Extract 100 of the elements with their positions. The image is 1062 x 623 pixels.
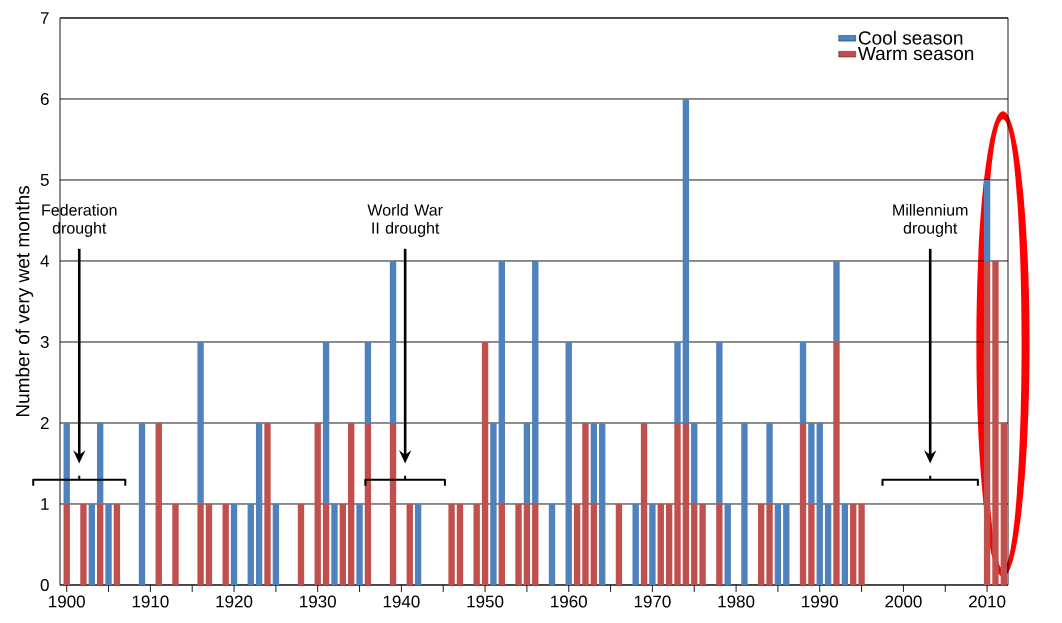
bar: [774, 503, 782, 585]
bar: [983, 179, 991, 261]
bar: [766, 422, 773, 504]
bar: [850, 503, 857, 585]
bar: [640, 422, 648, 585]
bar: [657, 503, 664, 585]
bar: [339, 503, 346, 585]
x-tick-label: 2010: [969, 595, 1006, 608]
bar: [573, 503, 581, 585]
bar: [88, 503, 95, 585]
bar: [172, 503, 179, 585]
bar: [824, 503, 832, 585]
bar: [523, 422, 531, 504]
x-tick-label: 1970: [634, 595, 671, 608]
bar: [983, 260, 991, 585]
bar: [247, 503, 254, 585]
bar: [691, 422, 698, 504]
bar: [113, 503, 121, 585]
bar: [322, 341, 330, 504]
bar: [833, 341, 840, 585]
bar: [548, 503, 556, 585]
bar: [632, 503, 639, 585]
bar: [473, 503, 480, 585]
bar: [1000, 422, 1008, 585]
bar: [96, 503, 104, 585]
bar: [691, 503, 698, 585]
bar: [222, 503, 229, 585]
bar: [582, 422, 589, 585]
bar: [649, 503, 656, 585]
bar: [96, 422, 104, 504]
bar: [389, 260, 397, 423]
bar: [364, 422, 372, 585]
x-tick-label: 2000: [885, 595, 922, 608]
x-tick-label: 1940: [383, 595, 420, 608]
x-tick-label: 1950: [467, 595, 504, 608]
bar: [665, 503, 673, 585]
bar: [197, 341, 204, 504]
bar: [138, 422, 146, 585]
bar: [674, 422, 681, 585]
bar: [615, 503, 623, 585]
bar: [724, 503, 731, 585]
y-tick-label: 7: [40, 12, 49, 24]
bar: [758, 503, 765, 585]
x-tick-label: 1910: [132, 595, 169, 608]
bar: [599, 422, 606, 585]
annotation: World War II drought: [367, 204, 443, 237]
bar: [498, 503, 505, 585]
bar: [716, 341, 723, 504]
y-tick-label: 6: [40, 92, 49, 106]
y-tick-label: 1: [41, 498, 49, 510]
bar: [515, 503, 522, 585]
bar: [523, 503, 531, 585]
legend-label: Cool season: [858, 30, 963, 45]
annotation: Federation drought: [42, 204, 117, 237]
bar: [766, 503, 773, 585]
bar: [699, 503, 706, 585]
bar: [783, 503, 790, 585]
bar: [674, 341, 681, 423]
bar: [741, 422, 748, 585]
bar: [799, 341, 807, 423]
bar: [272, 503, 280, 585]
bar: [364, 341, 372, 423]
bar: [230, 503, 238, 585]
bar: [314, 422, 321, 585]
bar: [858, 503, 865, 585]
annotation: Millennium drought: [893, 204, 968, 237]
bar: [498, 260, 505, 504]
bar: [532, 260, 539, 504]
bar: [105, 503, 112, 585]
bar: [716, 503, 723, 585]
bar: [590, 503, 598, 585]
bar: [992, 260, 999, 585]
bar: [264, 422, 271, 585]
bar: [490, 422, 497, 585]
bar: [389, 422, 397, 585]
bar: [155, 422, 162, 585]
bar: [63, 503, 70, 585]
bar: [456, 503, 464, 585]
y-axis-title: Number of very wet months: [15, 186, 34, 417]
x-tick-label: 1930: [300, 595, 336, 608]
bar: [590, 422, 598, 504]
bar: [255, 422, 263, 585]
y-tick-label: 5: [40, 174, 49, 186]
y-tick-label: 3: [40, 335, 49, 349]
bar: [565, 341, 572, 585]
bar: [532, 503, 539, 585]
bar: [808, 422, 815, 504]
bar: [682, 98, 690, 423]
bar: [816, 422, 823, 585]
bar: [481, 341, 489, 585]
bar: [205, 503, 213, 585]
bar: [322, 503, 330, 585]
bar: [63, 422, 70, 504]
x-tick-label: 1990: [802, 595, 838, 608]
bar: [297, 503, 305, 585]
bar: [331, 503, 338, 585]
bar: [799, 422, 807, 585]
bar: [356, 503, 363, 585]
legend-label: Warm season: [857, 46, 974, 61]
bar: [682, 422, 690, 585]
